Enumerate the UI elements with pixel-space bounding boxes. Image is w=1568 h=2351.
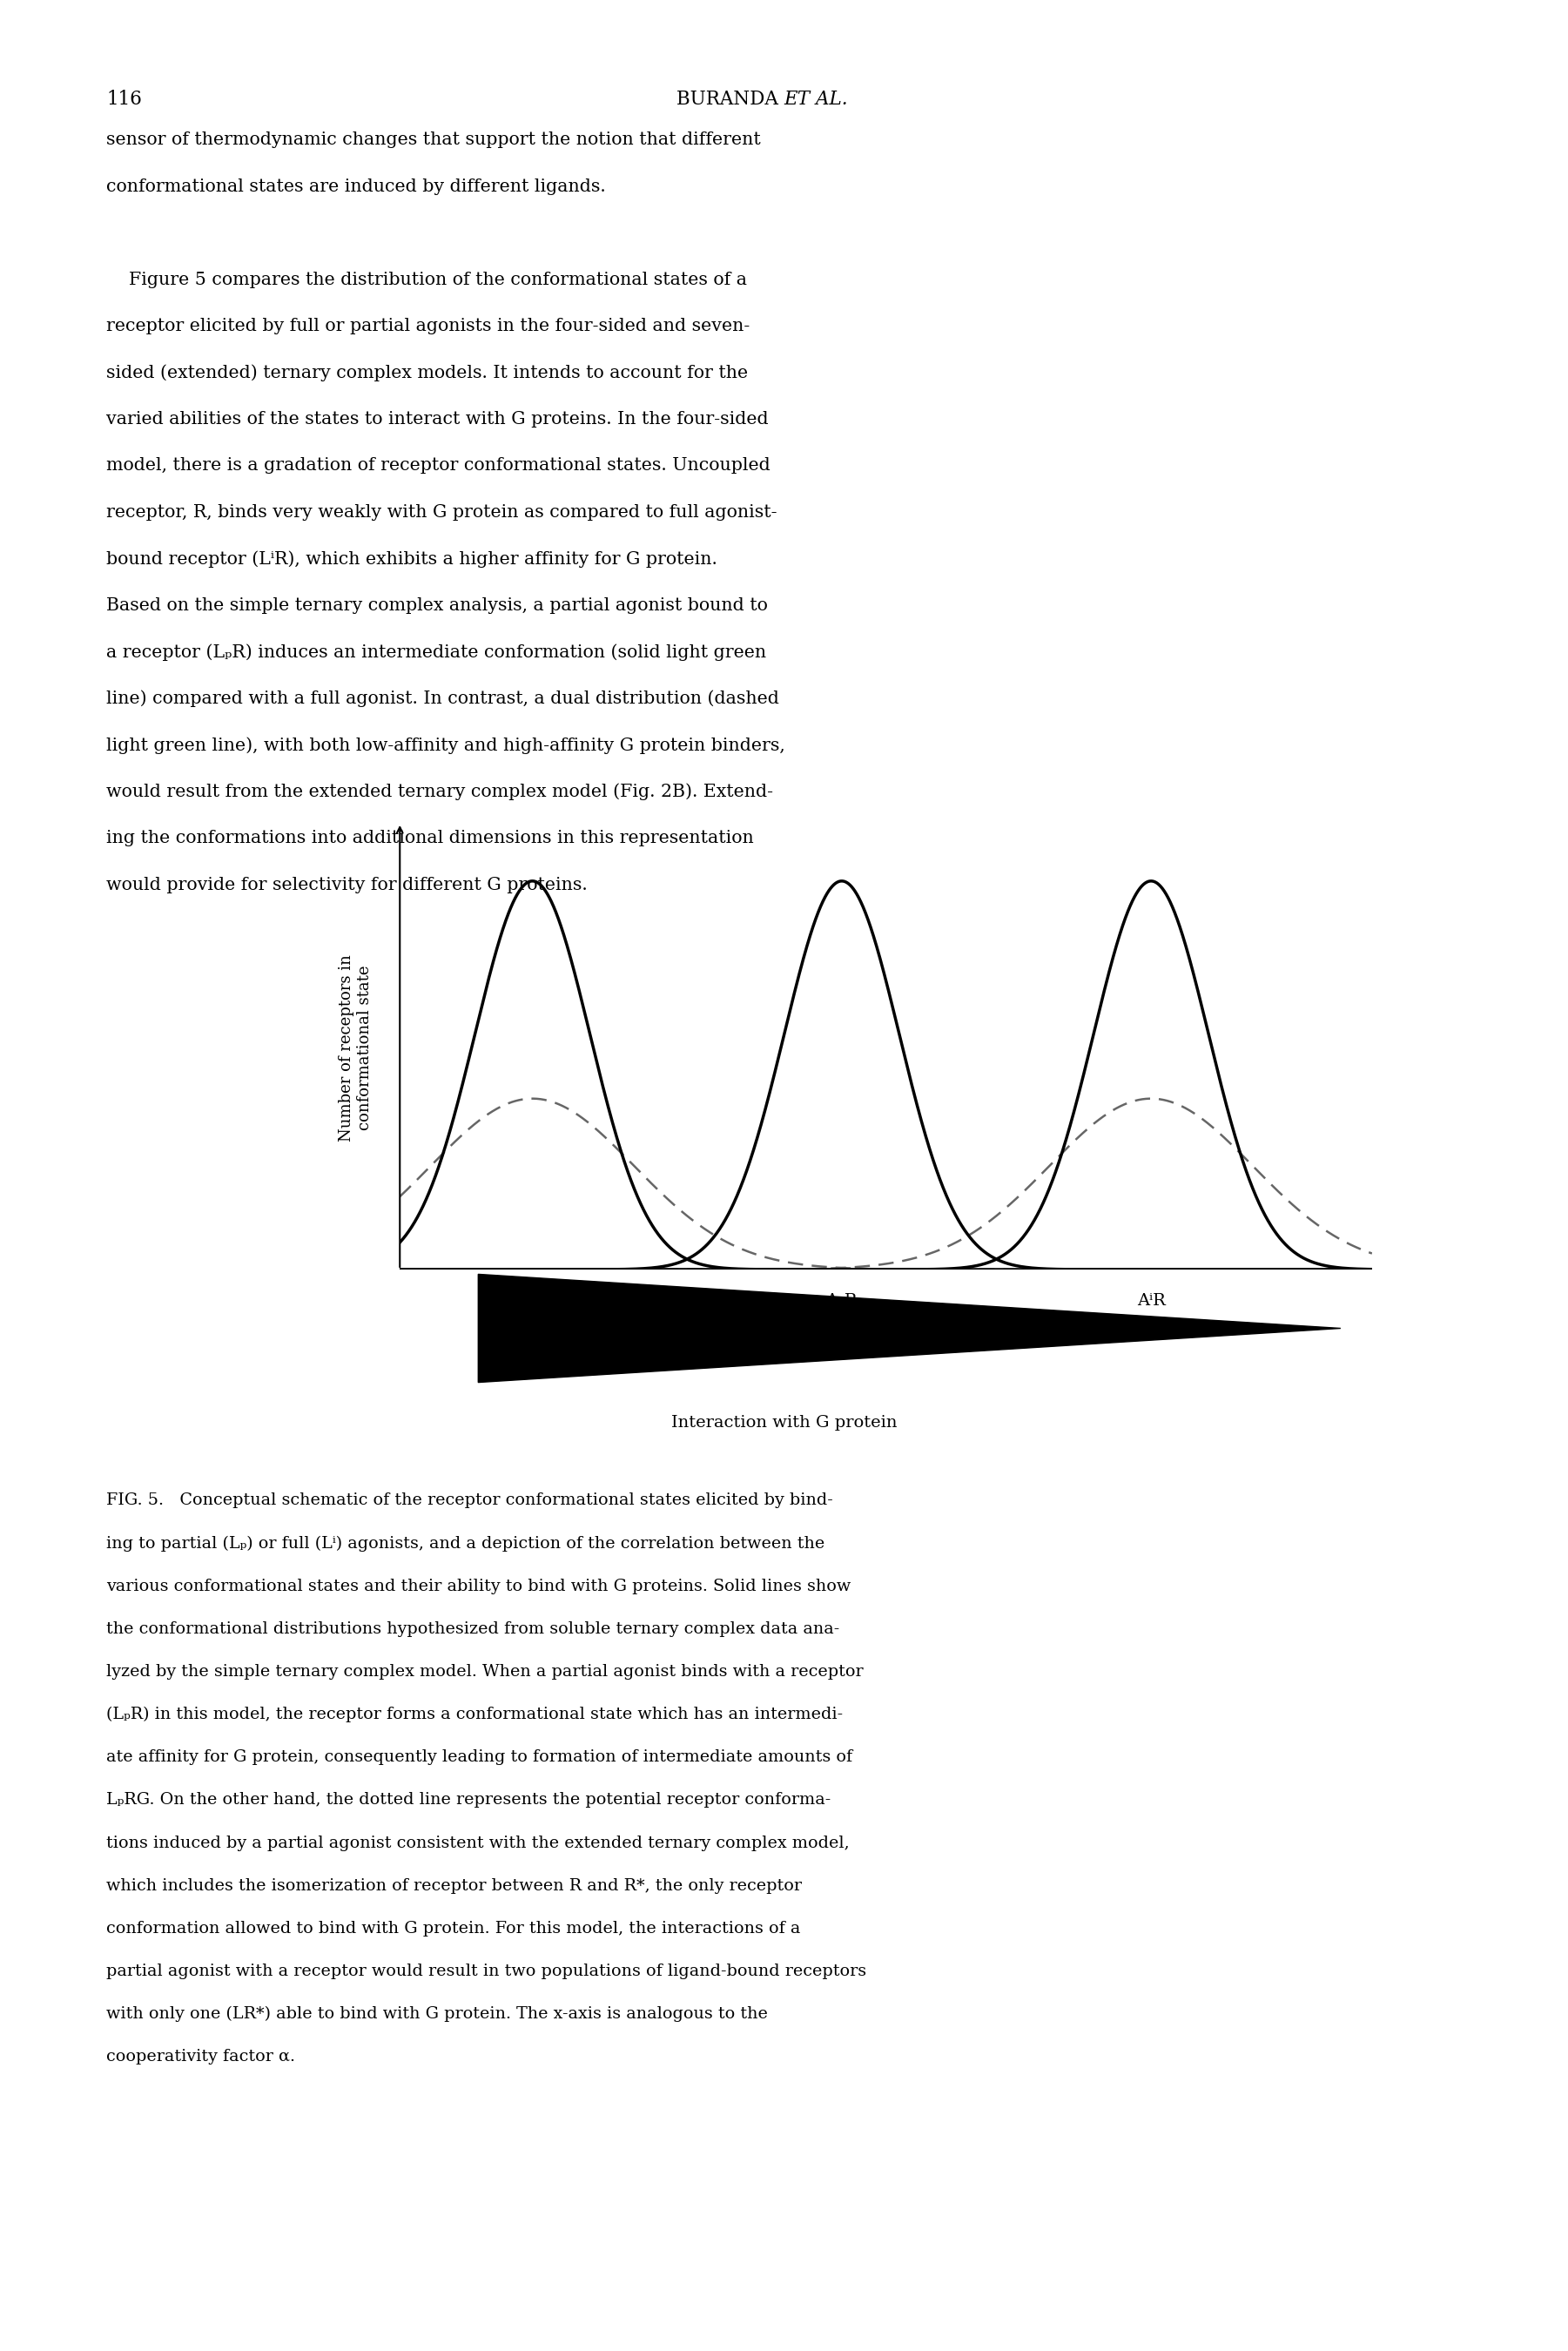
Text: receptor elicited by full or partial agonists in the four-sided and seven-: receptor elicited by full or partial ago…	[107, 317, 750, 334]
Text: ing to partial (Lₚ) or full (Lⁱ) agonists, and a depiction of the correlation be: ing to partial (Lₚ) or full (Lⁱ) agonist…	[107, 1535, 825, 1552]
Text: would provide for selectivity for different G proteins.: would provide for selectivity for differ…	[107, 877, 588, 893]
Text: conformation allowed to bind with G protein. For this model, the interactions of: conformation allowed to bind with G prot…	[107, 1921, 801, 1937]
Text: sided (extended) ternary complex models. It intends to account for the: sided (extended) ternary complex models.…	[107, 364, 748, 381]
Text: bound receptor (LⁱR), which exhibits a higher affinity for G protein.: bound receptor (LⁱR), which exhibits a h…	[107, 550, 718, 567]
Text: Interaction with G protein: Interaction with G protein	[671, 1415, 897, 1432]
Text: model, there is a gradation of receptor conformational states. Uncoupled: model, there is a gradation of receptor …	[107, 458, 771, 475]
Text: sensor of thermodynamic changes that support the notion that different: sensor of thermodynamic changes that sup…	[107, 132, 760, 148]
Text: line) compared with a full agonist. In contrast, a dual distribution (dashed: line) compared with a full agonist. In c…	[107, 691, 779, 708]
Text: (LₚR) in this model, the receptor forms a conformational state which has an inte: (LₚR) in this model, the receptor forms …	[107, 1707, 844, 1723]
Text: various conformational states and their ability to bind with G proteins. Solid l: various conformational states and their …	[107, 1578, 851, 1594]
Text: which includes the isomerization of receptor between R and R*, the only receptor: which includes the isomerization of rece…	[107, 1878, 803, 1893]
Text: tions induced by a partial agonist consistent with the extended ternary complex : tions induced by a partial agonist consi…	[107, 1836, 850, 1850]
Text: cooperativity factor α.: cooperativity factor α.	[107, 2050, 295, 2064]
Text: ing the conformations into additional dimensions in this representation: ing the conformations into additional di…	[107, 830, 754, 846]
Text: receptor, R, binds very weakly with G protein as compared to full agonist-: receptor, R, binds very weakly with G pr…	[107, 503, 778, 520]
Text: LₚRG. On the other hand, the dotted line represents the potential receptor confo: LₚRG. On the other hand, the dotted line…	[107, 1791, 831, 1808]
Text: lyzed by the simple ternary complex model. When a partial agonist binds with a r: lyzed by the simple ternary complex mode…	[107, 1665, 864, 1679]
Text: AⁱR: AⁱR	[1137, 1293, 1165, 1310]
Text: partial agonist with a receptor would result in two populations of ligand-bound : partial agonist with a receptor would re…	[107, 1963, 867, 1980]
Text: would result from the extended ternary complex model (Fig. 2B). Extend-: would result from the extended ternary c…	[107, 783, 773, 799]
Text: with only one (LR*) able to bind with G protein. The x-axis is analogous to the: with only one (LR*) able to bind with G …	[107, 2005, 768, 2022]
Text: FIG. 5.   Conceptual schematic of the receptor conformational states elicited by: FIG. 5. Conceptual schematic of the rece…	[107, 1493, 833, 1509]
Text: AₚR: AₚR	[826, 1293, 858, 1310]
Text: R: R	[525, 1293, 539, 1310]
Text: ate affinity for G protein, consequently leading to formation of intermediate am: ate affinity for G protein, consequently…	[107, 1749, 853, 1766]
Text: varied abilities of the states to interact with G proteins. In the four-sided: varied abilities of the states to intera…	[107, 411, 768, 428]
Text: 116: 116	[107, 89, 143, 108]
Text: light green line), with both low-affinity and high-affinity G protein binders,: light green line), with both low-affinit…	[107, 736, 786, 755]
Text: ET AL.: ET AL.	[784, 89, 848, 108]
Text: BURANDA: BURANDA	[676, 89, 784, 108]
Text: Based on the simple ternary complex analysis, a partial agonist bound to: Based on the simple ternary complex anal…	[107, 597, 768, 614]
Text: the conformational distributions hypothesized from soluble ternary complex data : the conformational distributions hypothe…	[107, 1622, 840, 1636]
Text: conformational states are induced by different ligands.: conformational states are induced by dif…	[107, 179, 607, 195]
Text: a receptor (LₚR) induces an intermediate conformation (solid light green: a receptor (LₚR) induces an intermediate…	[107, 644, 767, 661]
Text: Figure 5 compares the distribution of the conformational states of a: Figure 5 compares the distribution of th…	[107, 270, 748, 287]
Text: Number of receptors in
conformational state: Number of receptors in conformational st…	[339, 955, 373, 1143]
